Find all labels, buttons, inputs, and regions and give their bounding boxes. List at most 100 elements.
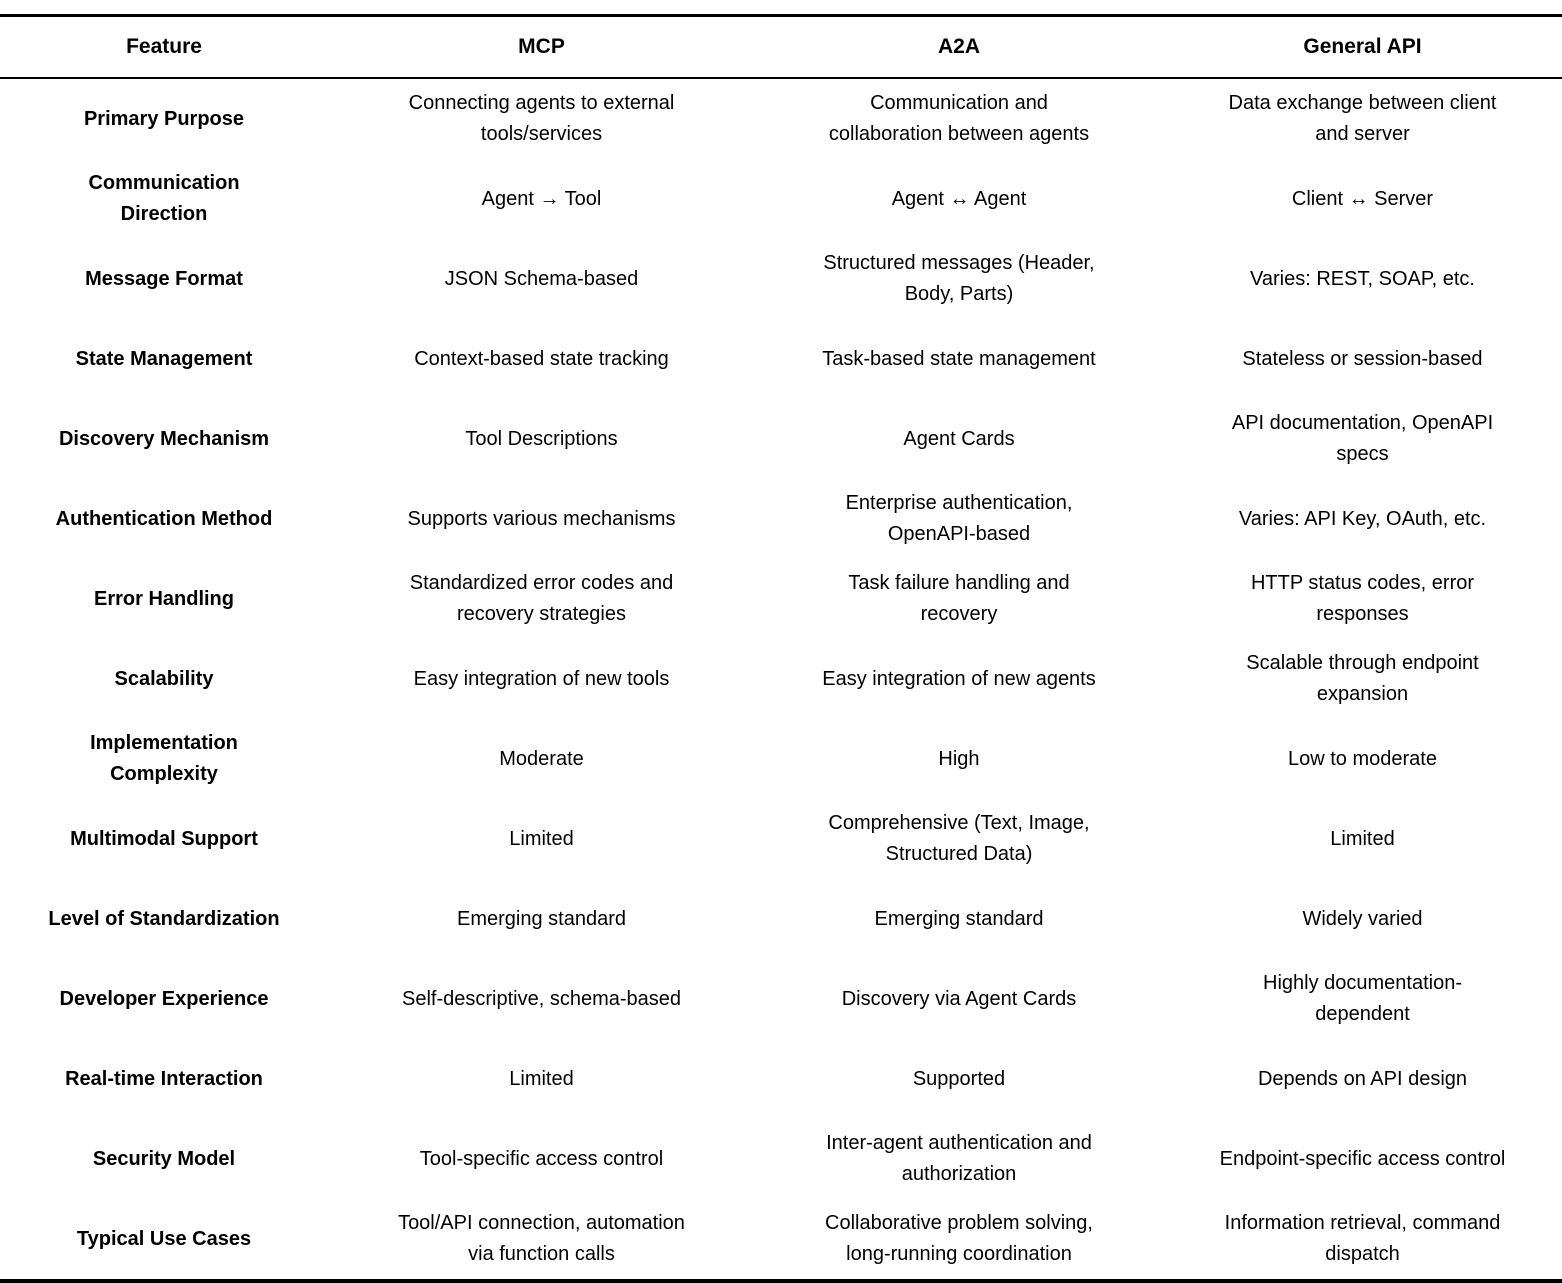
- mcp-value: Self-descriptive, schema-based: [401, 987, 681, 1010]
- a2a-cell: Emerging standard: [755, 879, 1163, 959]
- feature-label: Scalability: [114, 667, 214, 690]
- api-cell: Varies: API Key, OAuth, etc.: [1163, 479, 1562, 559]
- mcp-cell: Standardized error codes and recovery st…: [328, 559, 755, 639]
- mcp-cell: Supports various mechanisms: [328, 479, 755, 559]
- feature-cell: Authentication Method: [0, 479, 328, 559]
- api-cell: Depends on API design: [1163, 1039, 1562, 1119]
- a2a-cell: Agent ↔ Agent: [755, 159, 1163, 239]
- feature-label: Developer Experience: [59, 987, 269, 1010]
- api-value: Varies: REST, SOAP, etc.: [1250, 267, 1475, 290]
- table-row: Level of Standardization Emerging standa…: [0, 879, 1562, 959]
- api-cell: Low to moderate: [1163, 719, 1562, 799]
- feature-cell: Real-time Interaction: [0, 1039, 328, 1119]
- a2a-cell: Enterprise authentication, OpenAPI-based: [755, 479, 1163, 559]
- feature-label: Primary Purpose: [83, 107, 245, 130]
- mcp-cell: Easy integration of new tools: [328, 639, 755, 719]
- api-value: Endpoint-specific access control: [1219, 1147, 1506, 1170]
- mcp-value: JSON Schema-based: [444, 267, 639, 290]
- api-cell: Stateless or session-based: [1163, 319, 1562, 399]
- feature-cell: Discovery Mechanism: [0, 399, 328, 479]
- mcp-cell: Limited: [328, 1039, 755, 1119]
- mcp-value: Tool-specific access control: [419, 1147, 664, 1170]
- mcp-cell: Limited: [328, 799, 755, 879]
- table-row: Communication Direction Agent → Tool Age…: [0, 159, 1562, 239]
- a2a-cell: Task-based state management: [755, 319, 1163, 399]
- feature-label: Error Handling: [93, 587, 234, 610]
- feature-label: Communication Direction: [88, 172, 240, 225]
- feature-cell: Scalability: [0, 639, 328, 719]
- feature-label: State Management: [75, 347, 253, 370]
- a2a-value: Communication and collaboration between …: [828, 92, 1090, 145]
- a2a-value: Comprehensive (Text, Image, Structured D…: [828, 812, 1090, 865]
- api-value: API documentation, OpenAPI specs: [1231, 412, 1494, 465]
- table-header: Feature MCP A2A General API: [0, 16, 1562, 78]
- feature-cell: Primary Purpose: [0, 78, 328, 159]
- table-row: State Management Context-based state tra…: [0, 319, 1562, 399]
- feature-label: Discovery Mechanism: [58, 427, 270, 450]
- api-value: Low to moderate: [1288, 747, 1437, 770]
- mcp-cell: Moderate: [328, 719, 755, 799]
- a2a-value: Discovery via Agent Cards: [841, 987, 1077, 1010]
- mcp-value: Emerging standard: [457, 907, 626, 930]
- column-header-general-api: General API: [1303, 35, 1422, 58]
- a2a-cell: High: [755, 719, 1163, 799]
- mcp-value: Supports various mechanisms: [407, 507, 676, 530]
- api-cell: API documentation, OpenAPI specs: [1163, 399, 1562, 479]
- a2a-value: Task-based state management: [822, 347, 1096, 370]
- table-row: Error Handling Standardized error codes …: [0, 559, 1562, 639]
- feature-cell: Communication Direction: [0, 159, 328, 239]
- api-value: Highly documentation-dependent: [1263, 972, 1462, 1025]
- api-cell: Client ↔ Server: [1163, 159, 1562, 239]
- api-value: Widely varied: [1302, 907, 1423, 930]
- table-body: Primary Purpose Connecting agents to ext…: [0, 78, 1562, 1281]
- api-cell: Information retrieval, command dispatch: [1163, 1199, 1562, 1281]
- feature-label: Typical Use Cases: [76, 1227, 252, 1250]
- mcp-cell: Tool Descriptions: [328, 399, 755, 479]
- mcp-cell: JSON Schema-based: [328, 239, 755, 319]
- api-cell: Data exchange between client and server: [1163, 78, 1562, 159]
- api-value: Scalable through endpoint expansion: [1246, 652, 1479, 705]
- a2a-cell: Structured messages (Header, Body, Parts…: [755, 239, 1163, 319]
- mcp-value: Easy integration of new tools: [413, 667, 670, 690]
- mcp-cell: Context-based state tracking: [328, 319, 755, 399]
- mcp-value: Moderate: [499, 747, 584, 770]
- mcp-cell: Connecting agents to external tools/serv…: [328, 78, 755, 159]
- api-cell: Widely varied: [1163, 879, 1562, 959]
- mcp-value: Tool Descriptions: [465, 427, 618, 450]
- api-cell: Varies: REST, SOAP, etc.: [1163, 239, 1562, 319]
- mcp-value: Limited: [509, 827, 574, 850]
- api-value: Varies: API Key, OAuth, etc.: [1238, 507, 1487, 530]
- feature-label: Real-time Interaction: [65, 1067, 263, 1090]
- column-header-a2a: A2A: [937, 35, 980, 58]
- api-cell: Scalable through endpoint expansion: [1163, 639, 1562, 719]
- table-row: Primary Purpose Connecting agents to ext…: [0, 78, 1562, 159]
- a2a-cell: Agent Cards: [755, 399, 1163, 479]
- feature-cell: Level of Standardization: [0, 879, 328, 959]
- a2a-cell: Task failure handling and recovery: [755, 559, 1163, 639]
- comparison-table: Feature MCP A2A General API Primary Purp…: [0, 14, 1562, 1283]
- feature-cell: Message Format: [0, 239, 328, 319]
- api-value: Limited: [1330, 827, 1395, 850]
- api-value: Depends on API design: [1257, 1067, 1468, 1090]
- api-value: HTTP status codes, error responses: [1250, 572, 1475, 625]
- table-row: Implementation Complexity Moderate High …: [0, 719, 1562, 799]
- api-cell: Highly documentation-dependent: [1163, 959, 1562, 1039]
- header-row: Feature MCP A2A General API: [0, 16, 1562, 78]
- feature-label: Level of Standardization: [48, 907, 280, 930]
- api-cell: Endpoint-specific access control: [1163, 1119, 1562, 1199]
- a2a-value: Enterprise authentication, OpenAPI-based: [845, 492, 1073, 545]
- api-cell: Limited: [1163, 799, 1562, 879]
- api-value: Stateless or session-based: [1242, 347, 1483, 370]
- a2a-value: Agent ↔ Agent: [891, 187, 1027, 210]
- table-row: Scalability Easy integration of new tool…: [0, 639, 1562, 719]
- a2a-value: Task failure handling and recovery: [848, 572, 1070, 625]
- mcp-value: Limited: [509, 1067, 574, 1090]
- api-value: Client ↔ Server: [1291, 187, 1434, 210]
- a2a-value: Emerging standard: [874, 907, 1044, 930]
- api-cell: HTTP status codes, error responses: [1163, 559, 1562, 639]
- mcp-cell: Agent → Tool: [328, 159, 755, 239]
- api-value: Data exchange between client and server: [1228, 92, 1497, 145]
- table-row: Message Format JSON Schema-based Structu…: [0, 239, 1562, 319]
- table-row: Real-time Interaction Limited Supported …: [0, 1039, 1562, 1119]
